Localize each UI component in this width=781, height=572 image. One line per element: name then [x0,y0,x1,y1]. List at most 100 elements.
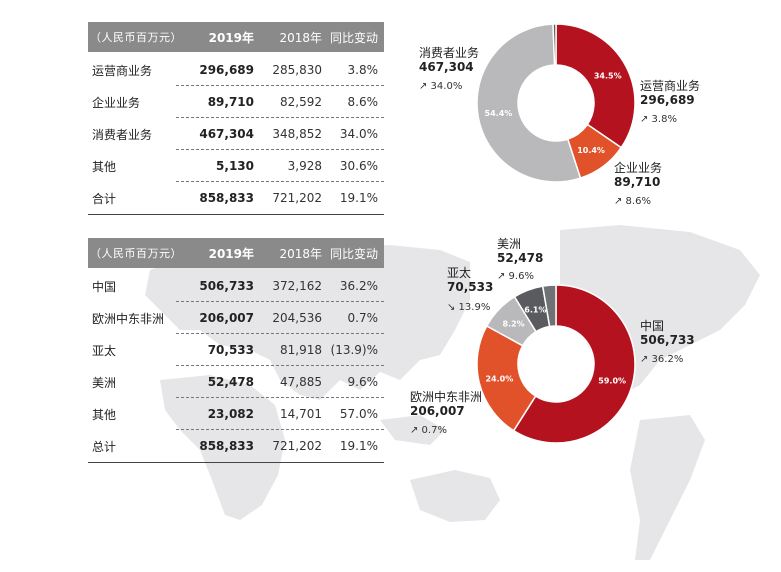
africa-shape [160,375,285,520]
china-pct-label: 59.0% [598,376,626,385]
value-2019: 89,710 [207,95,254,109]
value-2018: 285,830 [272,63,322,77]
table-row: 其他 23,082 14,701 57.0% [88,398,384,430]
americas-pct-label: 6.1% [524,305,546,314]
islands-shape [380,415,445,445]
label-apac-value: 70,533 [447,280,493,294]
carrier-pct-label: 34.5% [594,72,622,81]
consumer-pct-label: 54.4% [485,109,513,118]
row-label: 其他 [92,159,117,174]
table-row: 欧洲中东非洲 206,007 204,536 0.7% [88,302,384,334]
header-unit: （人民币百万元） [90,247,182,260]
label-carrier-change: ↗ 3.8% [640,114,677,125]
table-row-total: 合计 858,833 721,202 19.1% [88,182,384,215]
value-change: 34.0% [339,127,378,141]
label-consumer-change: ↗ 34.0% [419,81,462,92]
row-label: 美洲 [92,375,117,390]
table-header: （人民币百万元） 2019年 2018年 同比变动 [88,238,384,268]
header-2018: 2018年 [279,30,322,45]
value-2019: 506,733 [199,279,254,293]
header-2018: 2018年 [279,246,322,261]
value-2018: 721,202 [272,191,322,205]
table-row: 中国 506,733 372,162 36.2% [88,270,384,302]
label-china-change: ↗ 36.2% [640,354,683,365]
table-row: 企业业务 89,710 82,592 8.6% [88,86,384,118]
value-change: 9.6% [347,375,379,389]
eurasia-shape [145,245,470,400]
value-change: 3.8% [347,63,379,77]
australia-shape [410,470,500,522]
label-consumer-value: 467,304 [419,60,474,74]
value-2018: 348,852 [272,127,322,141]
header-2019: 2019年 [208,246,254,261]
value-2018: 721,202 [272,439,322,453]
label-americas-name: 美洲 [497,237,521,251]
table-row: 其他 5,130 3,928 30.6% [88,150,384,182]
china-slice [512,284,636,444]
value-change: 57.0% [339,407,378,421]
value-2019: 70,533 [207,343,254,357]
table-row: 美洲 52,478 47,885 9.6% [88,366,384,398]
value-2019: 206,007 [199,311,254,325]
value-2018: 3,928 [287,159,322,173]
value-change: 36.2% [339,279,378,293]
value-2018: 204,536 [272,311,322,325]
donut1-slice-labels: 34.5% 10.4% 54.4% [485,72,622,155]
label-enterprise-change: ↗ 8.6% [614,196,651,207]
header-2019: 2019年 [208,30,254,45]
header-unit: （人民币百万元） [90,31,182,44]
row-label: 总计 [92,439,117,454]
value-2019: 296,689 [199,63,254,77]
table-row: 亚太 70,533 81,918 (13.9)% [88,334,384,366]
label-china-name: 中国 [640,318,664,333]
emea-slice [476,324,537,432]
label-consumer-name: 消费者业务 [419,45,479,60]
label-china-value: 506,733 [640,333,695,347]
donut2-slice-labels: 59.0% 24.0% 8.2% 6.1% [485,305,626,385]
value-2019: 467,304 [199,127,254,141]
row-label: 运营商业务 [92,63,153,78]
value-2018: 81,918 [280,343,322,357]
enterprise-pct-label: 10.4% [577,146,605,155]
value-change: 19.1% [339,191,378,205]
label-emea-name: 欧洲中东非洲 [410,389,482,404]
value-2018: 372,162 [272,279,322,293]
value-change: 30.6% [339,159,378,173]
row-label: 企业业务 [92,95,141,110]
row-label: 其他 [92,407,117,422]
label-enterprise-value: 89,710 [614,175,660,189]
label-americas-value: 52,478 [497,251,543,265]
carrier-slice [555,23,636,149]
consumer-slice [476,23,582,183]
business-revenue-table: （人民币百万元） 2019年 2018年 同比变动 运营商业务 296,689 … [88,22,384,215]
table-row: 消费者业务 467,304 348,852 34.0% [88,118,384,150]
table-header: （人民币百万元） 2019年 2018年 同比变动 [88,22,384,52]
value-2019: 858,833 [199,439,254,453]
value-change: 0.7% [347,311,379,325]
header-change: 同比变动 [329,30,378,45]
value-2019: 5,130 [216,159,254,173]
label-emea-change: ↗ 0.7% [410,425,447,436]
label-enterprise-name: 企业业务 [614,160,662,175]
label-apac-name: 亚太 [447,265,471,280]
row-label: 中国 [92,279,117,294]
row-label: 亚太 [92,343,117,358]
apac-pct-label: 8.2% [503,320,525,329]
emea-pct-label: 24.0% [485,375,513,384]
value-change: (13.9)% [330,343,378,357]
greenland-shape [640,232,700,270]
value-2018: 14,701 [280,407,322,421]
value-2019: 23,082 [207,407,254,421]
label-carrier-value: 296,689 [640,93,695,107]
value-2019: 52,478 [207,375,254,389]
south-america-shape [630,415,705,560]
table-row-total: 总计 858,833 721,202 19.1% [88,430,384,463]
row-label: 消费者业务 [92,127,153,142]
label-carrier-name: 运营商业务 [640,78,700,93]
value-change: 19.1% [339,439,378,453]
value-2019: 858,833 [199,191,254,205]
value-2018: 82,592 [280,95,322,109]
